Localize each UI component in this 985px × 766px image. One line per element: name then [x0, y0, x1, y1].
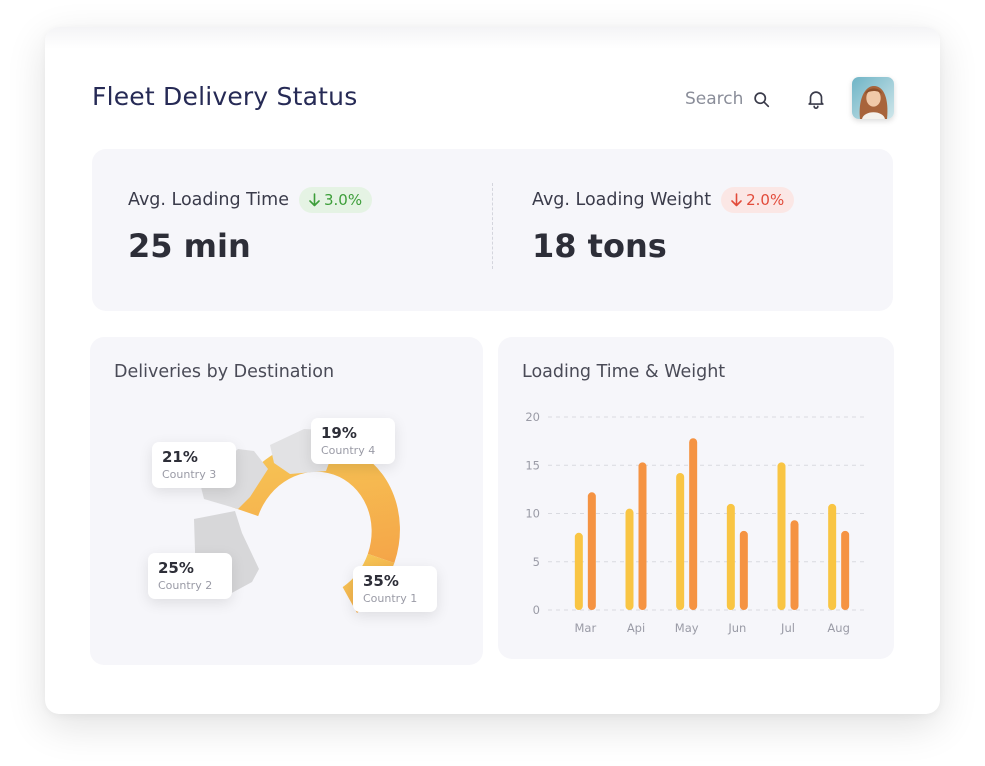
- donut-label-country-1: 35% Country 1: [353, 566, 437, 612]
- kpi-value: 25 min: [128, 227, 251, 265]
- search-label: Search: [685, 89, 744, 109]
- bar-loading-weight-may[interactable]: [689, 438, 698, 610]
- donut-label-country-3: 21% Country 3: [152, 442, 236, 488]
- deliveries-by-destination-panel: Deliveries by Destination 19% Country 4 …: [90, 337, 483, 665]
- panel-title: Loading Time & Weight: [522, 362, 726, 382]
- avatar-image: [852, 77, 894, 119]
- bar-loading-time-may[interactable]: [676, 472, 685, 610]
- bar-chart: 0 5 10 15 20 Mar Api May Jun Jul Aug: [525, 410, 868, 635]
- bar-loading-time-mar[interactable]: [574, 532, 583, 610]
- x-tick-label: Mar: [574, 621, 596, 635]
- dashboard-card: Fleet Delivery Status Search: [45, 27, 940, 714]
- search-icon: [754, 91, 770, 107]
- donut-chart: [194, 418, 425, 613]
- kpi-value: 18 tons: [532, 227, 667, 265]
- kpi-label: Avg. Loading Time: [128, 190, 289, 210]
- bar-loading-weight-jun[interactable]: [739, 530, 748, 610]
- donut-label-country-2: 25% Country 2: [148, 553, 232, 599]
- kpi-loading-weight: Avg. Loading Weight 2.0% 18 tons: [532, 187, 795, 265]
- x-tick-label: Jun: [727, 621, 746, 635]
- kpi-divider: [492, 183, 493, 269]
- trend-badge: 2.0%: [721, 187, 795, 213]
- bar-loading-weight-mar[interactable]: [587, 492, 596, 610]
- x-tick-label: May: [675, 621, 699, 635]
- y-tick-label: 10: [525, 507, 540, 521]
- y-tick-label: 15: [525, 458, 540, 472]
- x-tick-label: Jul: [780, 621, 795, 635]
- bar-loading-time-api[interactable]: [625, 508, 634, 610]
- donut-slice-country-1[interactable]: [231, 418, 425, 563]
- panel-title: Deliveries by Destination: [114, 362, 335, 382]
- bar-loading-time-jul[interactable]: [777, 462, 786, 610]
- bar-loading-weight-api[interactable]: [638, 462, 647, 610]
- trend-badge: 3.0%: [298, 187, 373, 213]
- donut-label-country-4: 19% Country 4: [311, 418, 395, 464]
- bar-loading-weight-aug[interactable]: [841, 530, 850, 610]
- bell-icon[interactable]: [805, 88, 827, 110]
- x-tick-label: Api: [627, 621, 645, 635]
- y-tick-label: 0: [533, 603, 540, 617]
- x-tick-label: Aug: [827, 621, 849, 635]
- kpi-label: Avg. Loading Weight: [532, 190, 712, 210]
- bar-loading-time-jun[interactable]: [726, 503, 735, 610]
- page-title: Fleet Delivery Status: [92, 82, 358, 111]
- bar-loading-time-aug[interactable]: [828, 503, 837, 610]
- loading-time-weight-panel: Loading Time & Weight 0 5 10 15 20 Mar Api May J…: [498, 337, 894, 659]
- card-top-band: [45, 27, 940, 49]
- y-tick-label: 20: [525, 410, 540, 424]
- bar-loading-weight-jul[interactable]: [790, 520, 799, 610]
- arrow-down-icon: [731, 193, 742, 207]
- kpi-loading-time: Avg. Loading Time 3.0% 25 min: [128, 187, 373, 265]
- y-tick-label: 5: [533, 555, 540, 569]
- user-avatar[interactable]: [852, 77, 894, 119]
- search-button[interactable]: Search: [685, 86, 770, 112]
- kpi-panel: Avg. Loading Time 3.0% 25 min Avg. Loadi…: [92, 149, 893, 311]
- arrow-down-icon: [309, 193, 320, 207]
